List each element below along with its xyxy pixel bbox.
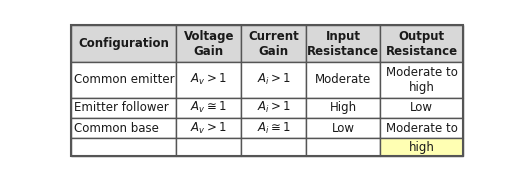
Bar	[306, 98, 380, 118]
Bar	[71, 98, 177, 118]
Bar	[380, 138, 463, 156]
Bar	[177, 98, 241, 118]
Bar	[241, 62, 306, 98]
Bar	[241, 25, 306, 62]
Bar	[380, 118, 463, 138]
Text: $A_v \cong 1$: $A_v \cong 1$	[191, 100, 227, 115]
Text: $A_i \cong 1$: $A_i \cong 1$	[257, 120, 291, 136]
Bar	[177, 138, 241, 156]
Text: Voltage
Gain: Voltage Gain	[183, 30, 234, 58]
Bar	[71, 25, 177, 62]
Text: Common base: Common base	[75, 122, 159, 135]
Bar	[71, 62, 177, 98]
Text: Configuration: Configuration	[78, 37, 169, 50]
Text: $A_v > 1$: $A_v > 1$	[191, 120, 227, 136]
Text: Output
Resistance: Output Resistance	[386, 30, 457, 58]
Bar	[71, 138, 177, 156]
Bar	[241, 98, 306, 118]
Bar	[177, 25, 241, 62]
Bar	[241, 138, 306, 156]
Bar	[306, 138, 380, 156]
Text: $A_i > 1$: $A_i > 1$	[257, 72, 291, 88]
Bar	[380, 25, 463, 62]
Text: $A_v > 1$: $A_v > 1$	[191, 72, 227, 88]
Bar	[380, 62, 463, 98]
Text: Moderate: Moderate	[315, 73, 371, 86]
Bar	[177, 118, 241, 138]
Text: Emitter follower: Emitter follower	[75, 101, 169, 114]
Text: high: high	[408, 141, 435, 154]
Text: Low: Low	[331, 122, 355, 135]
Bar	[71, 118, 177, 138]
Bar	[177, 62, 241, 98]
Text: Input
Resistance: Input Resistance	[307, 30, 379, 58]
Bar	[241, 118, 306, 138]
Bar	[380, 98, 463, 118]
Text: High: High	[330, 101, 357, 114]
Text: Moderate to
high: Moderate to high	[386, 66, 457, 94]
Bar	[306, 25, 380, 62]
Bar	[306, 62, 380, 98]
Text: Common emitter: Common emitter	[75, 73, 175, 86]
Text: Low: Low	[410, 101, 433, 114]
Bar	[306, 118, 380, 138]
Text: Moderate to: Moderate to	[386, 122, 457, 135]
Text: Current
Gain: Current Gain	[249, 30, 299, 58]
Text: $A_i > 1$: $A_i > 1$	[257, 100, 291, 115]
